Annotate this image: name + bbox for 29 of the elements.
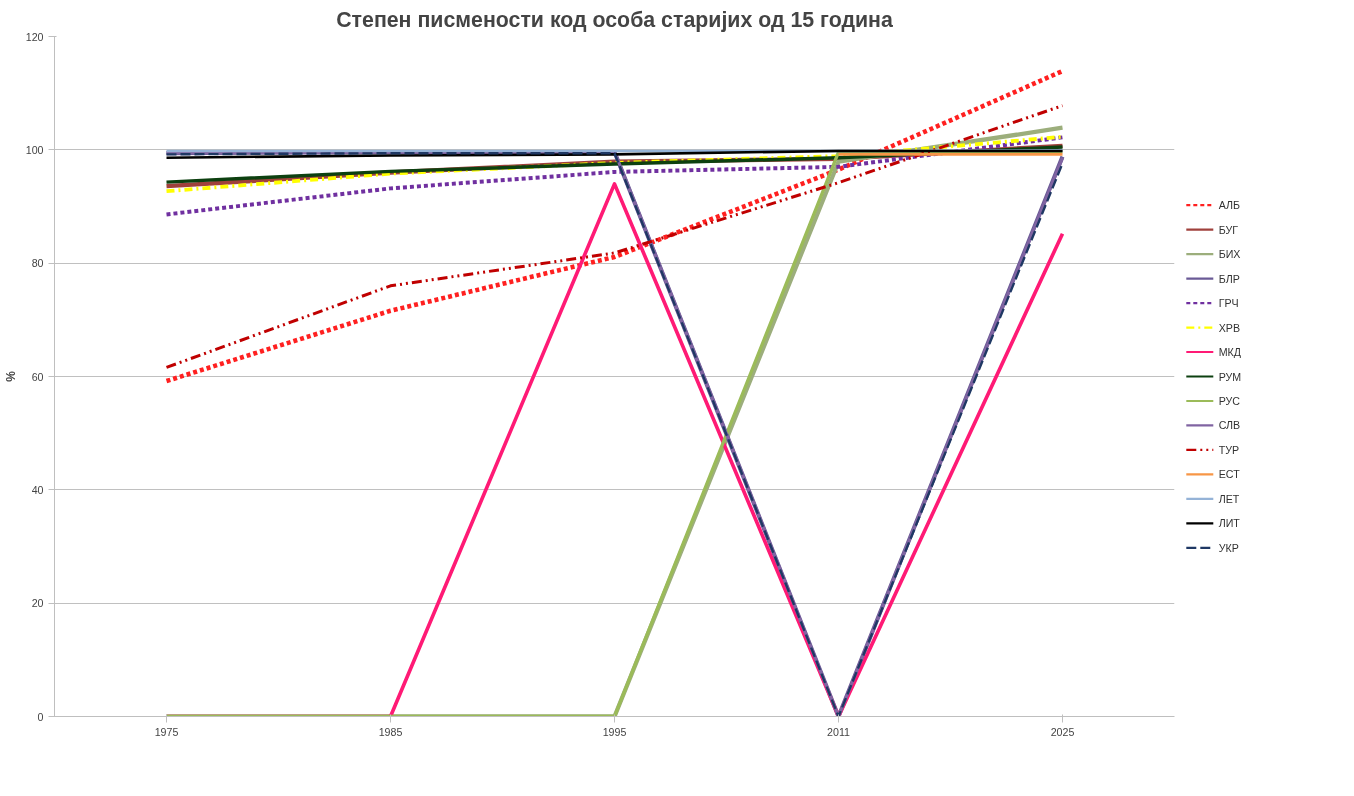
legend-label: АЛБ — [1218, 199, 1241, 212]
legend-label: ХРВ — [1218, 321, 1241, 334]
x-tick-label: 2025 — [1050, 725, 1075, 738]
legend-label: ЛЕТ — [1218, 492, 1240, 505]
x-tick-label: 1995 — [602, 725, 627, 738]
y-tick-label: 60 — [31, 370, 44, 383]
x-tick-label: 2011 — [827, 725, 851, 738]
x-tick-label: 1975 — [154, 725, 179, 738]
y-tick-label: 20 — [31, 597, 44, 610]
legend-label: БУГ — [1218, 223, 1239, 236]
y-tick-label: 100 — [25, 143, 44, 156]
legend-label: БЛР — [1218, 272, 1240, 285]
y-axis-title: % — [3, 370, 18, 382]
y-tick-label: 120 — [25, 30, 44, 43]
y-tick-label: 0 — [37, 710, 44, 723]
x-tick-label: 1985 — [378, 725, 403, 738]
chart-title: Степен писмености код особа старијих од 15 година — [336, 7, 893, 32]
legend-label: ГРЧ — [1218, 297, 1239, 310]
legend-label: СЛВ — [1218, 419, 1241, 432]
legend-label: РУМ — [1218, 370, 1242, 383]
legend-label: БИХ — [1218, 248, 1241, 261]
legend-label: РУС — [1218, 394, 1241, 407]
y-tick-label: 80 — [31, 257, 44, 270]
y-tick-label: 40 — [31, 483, 44, 496]
legend-label: ЛИТ — [1218, 517, 1241, 530]
legend-label: ЕСТ — [1218, 468, 1241, 481]
legend-label: ТУР — [1218, 443, 1240, 456]
legend-label: МКД — [1218, 346, 1242, 359]
legend-label: УКР — [1218, 541, 1239, 554]
